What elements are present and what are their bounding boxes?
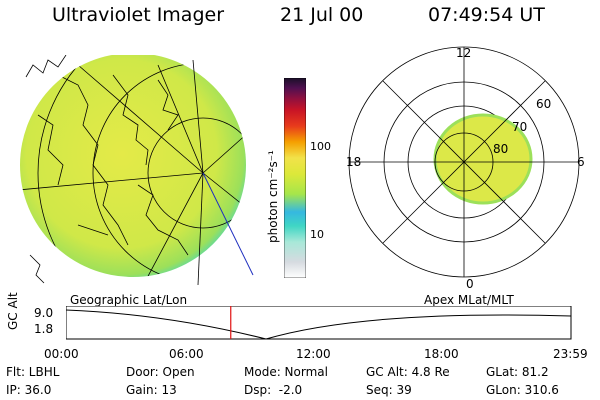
- apex-panel-label: Apex MLat/MLT: [424, 293, 514, 307]
- colorbar-tick-10: 10: [310, 228, 324, 241]
- time-tick-0600: 06:00: [169, 347, 204, 361]
- colorbar-scale: [284, 78, 306, 278]
- dsp-info: Dsp: -2.0: [244, 383, 303, 397]
- gc-alt-timeline: [66, 306, 572, 340]
- geographic-panel-label: Geographic Lat/Lon: [70, 293, 188, 307]
- geographic-aurora-image: [20, 55, 254, 286]
- mlat-label-60: 60: [536, 97, 552, 111]
- time-tick-2359: 23:59: [553, 347, 588, 361]
- glat-info: GLat: 81.2: [486, 365, 549, 379]
- mlat-label-70: 70: [512, 120, 528, 134]
- glon-info: GLon: 310.6: [486, 383, 559, 397]
- time-tick-1200: 12:00: [296, 347, 331, 361]
- gain-info: Gain: 13: [126, 383, 177, 397]
- gc-alt-tick-9: 9.0: [34, 306, 54, 320]
- colorbar: photon cm⁻²s⁻¹ 100 10: [262, 78, 342, 283]
- time-tick-1800: 18:00: [424, 347, 459, 361]
- mlt-label-18: 18: [346, 155, 362, 169]
- time-label: 07:49:54 UT: [428, 4, 545, 26]
- app-title: Ultraviolet Imager: [52, 4, 225, 26]
- mlt-label-0: 0: [466, 277, 474, 291]
- mlat-mlt-polar-plot: [348, 46, 580, 278]
- date-label: 21 Jul 00: [280, 4, 364, 26]
- auroral-oval: [435, 115, 531, 203]
- ip-info: IP: 36.0: [6, 383, 52, 397]
- gc-alt-curve: [66, 309, 572, 340]
- door-info: Door: Open: [126, 365, 195, 379]
- gc-alt-axis-label: GC Alt: [6, 292, 20, 330]
- colorbar-tick-100: 100: [310, 140, 331, 153]
- mode-info: Mode: Normal: [244, 365, 328, 379]
- mlt-label-6: 6: [577, 155, 585, 169]
- gc-alt-tick-1: 1.8: [34, 322, 54, 336]
- aurora-disk: [20, 55, 246, 277]
- coastline: [57, 74, 129, 246]
- colorbar-unit-label: photon cm⁻²s⁻¹: [266, 150, 280, 243]
- seq-info: Seq: 39: [366, 383, 412, 397]
- flt-info: Flt: LBHL: [6, 365, 60, 379]
- time-tick-0000: 00:00: [44, 347, 79, 361]
- mlat-label-80: 80: [493, 142, 509, 156]
- mlt-label-12: 12: [456, 46, 472, 60]
- gc-alt-info: GC Alt: 4.8 Re: [366, 365, 450, 379]
